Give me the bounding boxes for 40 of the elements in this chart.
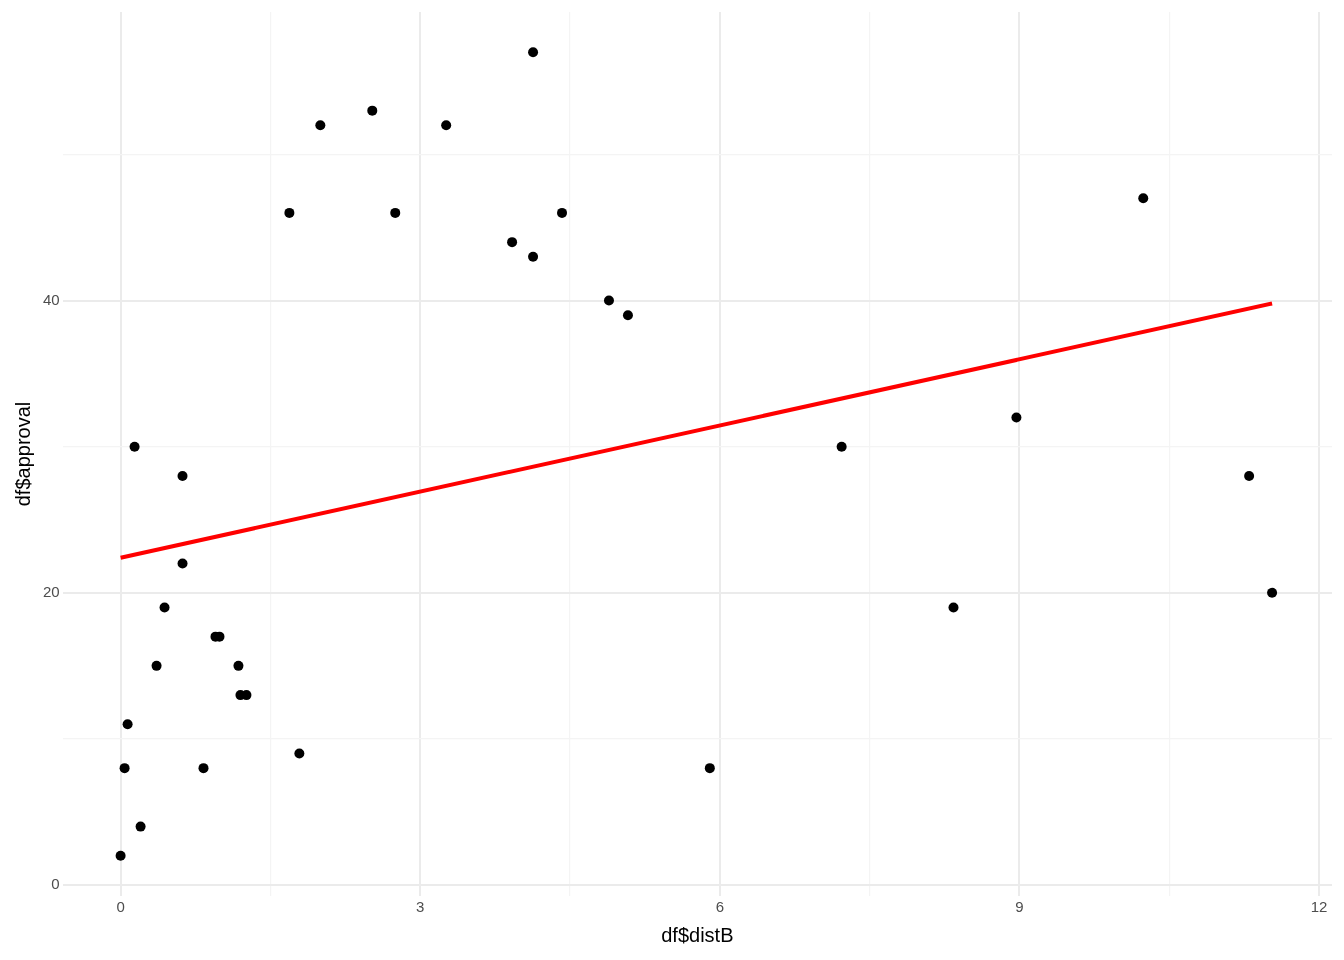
point [119, 763, 130, 774]
x-tick-label: 12 [1310, 898, 1328, 916]
point [115, 850, 126, 861]
point [294, 748, 305, 759]
point [122, 719, 133, 730]
x-axis-title: df$distB [661, 923, 734, 946]
point [151, 660, 162, 671]
point [177, 470, 188, 481]
point [948, 602, 959, 613]
point [836, 441, 847, 452]
point [441, 120, 452, 131]
point [528, 251, 539, 262]
point [390, 207, 401, 218]
y-tick-label: 40 [43, 290, 60, 308]
x-tick-label: 3 [416, 898, 425, 916]
y-axis-title: df$approval [11, 401, 34, 507]
point [367, 105, 378, 116]
point [1244, 470, 1255, 481]
point [177, 558, 188, 569]
point [528, 47, 539, 58]
point [233, 660, 244, 671]
point [1267, 587, 1278, 598]
point [603, 295, 614, 306]
point [1011, 412, 1022, 423]
point [198, 763, 209, 774]
y-tick-label: 0 [51, 875, 60, 893]
point [1138, 193, 1149, 204]
point [315, 120, 326, 131]
point [507, 237, 518, 248]
point [159, 602, 170, 613]
x-tick-label: 9 [1015, 898, 1024, 916]
x-tick-label: 6 [715, 898, 724, 916]
point [557, 207, 568, 218]
point [704, 763, 715, 774]
point [129, 441, 140, 452]
point [135, 821, 146, 832]
y-tick-label: 20 [43, 582, 60, 600]
point [622, 310, 633, 321]
x-tick-label: 0 [116, 898, 125, 916]
point [284, 207, 295, 218]
